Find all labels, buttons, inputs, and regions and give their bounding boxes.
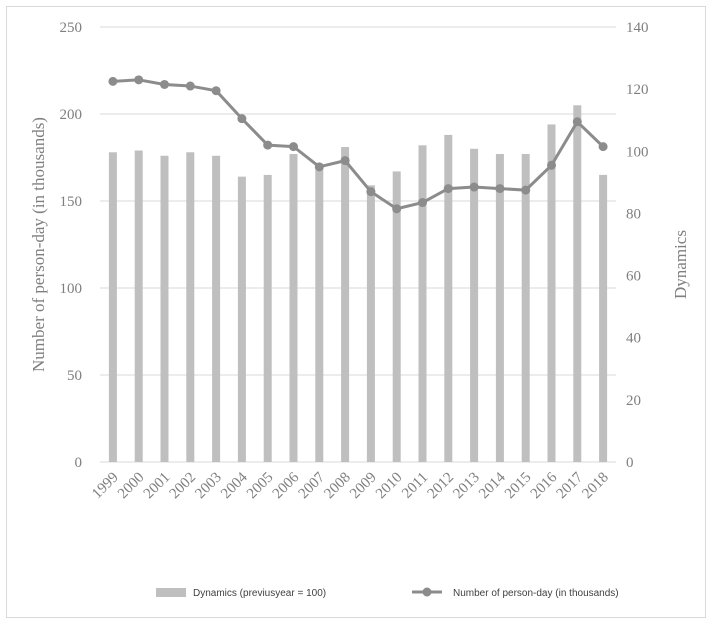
left-axis-tick-label: 200 bbox=[60, 107, 83, 123]
line-point-2004 bbox=[237, 114, 247, 124]
x-tick-label: 2006 bbox=[270, 469, 303, 502]
bar-2003 bbox=[212, 155, 221, 462]
bar-2002 bbox=[186, 152, 195, 462]
x-tick-label: 2012 bbox=[425, 470, 458, 503]
gridlines bbox=[100, 26, 616, 463]
x-tick-label: 2002 bbox=[167, 470, 200, 503]
left-axis-tick-label: 150 bbox=[60, 194, 83, 210]
x-axis-ticks: 1999200020012002200320042005200620072008… bbox=[89, 469, 612, 502]
line-point-2011 bbox=[418, 198, 427, 208]
bar-2000 bbox=[134, 150, 143, 463]
x-tick-label: 2016 bbox=[528, 469, 561, 502]
right-axis-tick-label: 0 bbox=[626, 455, 634, 471]
chart-frame bbox=[6, 6, 706, 618]
right-axis-tick-label: 140 bbox=[626, 20, 649, 36]
x-tick-label: 2010 bbox=[373, 470, 406, 503]
left-axis-ticks: 0 50 100 150 200 250 bbox=[60, 20, 83, 471]
x-tick-label: 2009 bbox=[347, 470, 380, 503]
bar-2006 bbox=[289, 154, 298, 462]
x-tick-label: 2000 bbox=[115, 470, 148, 503]
x-tick-label: 2014 bbox=[476, 469, 509, 502]
line-point-2016 bbox=[547, 160, 556, 170]
legend-bar-swatch bbox=[156, 588, 186, 597]
x-tick-label: 2013 bbox=[450, 470, 483, 503]
line-point-1999 bbox=[108, 76, 118, 86]
left-axis-title: Number of person-day (in thousands) bbox=[29, 117, 48, 372]
line-point-2010 bbox=[392, 204, 402, 214]
line-point-2006 bbox=[289, 142, 298, 152]
line-point-2007 bbox=[314, 162, 324, 172]
line-point-2013 bbox=[469, 182, 479, 192]
left-axis-tick-label: 250 bbox=[60, 20, 83, 36]
legend-line-marker bbox=[422, 587, 432, 597]
bar-2009 bbox=[366, 185, 375, 462]
right-axis-tick-label: 60 bbox=[626, 269, 641, 285]
left-axis-tick-label: 100 bbox=[60, 281, 83, 297]
right-axis-ticks: 0 20 40 60 80 100 120 140 bbox=[626, 20, 649, 471]
right-axis-tick-label: 100 bbox=[626, 144, 649, 160]
line-point-2009 bbox=[366, 187, 376, 197]
bar-2016 bbox=[547, 124, 556, 462]
line-series bbox=[108, 75, 608, 214]
line-point-2015 bbox=[521, 185, 531, 195]
x-tick-label: 2005 bbox=[244, 470, 277, 503]
right-axis-tick-label: 80 bbox=[626, 206, 641, 222]
line-point-2014 bbox=[495, 184, 505, 194]
legend: Dynamics (previusyear = 100) Number of p… bbox=[156, 587, 619, 599]
legend-bar-label: Dynamics (previusyear = 100) bbox=[193, 588, 326, 599]
x-tick-label: 2011 bbox=[399, 470, 431, 502]
bar-2008 bbox=[341, 147, 350, 462]
bar-2018 bbox=[599, 174, 608, 462]
bar-2005 bbox=[263, 174, 272, 462]
bar-2017 bbox=[573, 105, 582, 463]
bar-series bbox=[108, 105, 608, 463]
x-tick-label: 2015 bbox=[502, 470, 535, 503]
x-tick-label: 2004 bbox=[218, 469, 251, 502]
bar-2012 bbox=[444, 134, 453, 462]
bar-2001 bbox=[160, 155, 169, 462]
line-point-2002 bbox=[185, 81, 195, 91]
x-tick-label: 2018 bbox=[579, 470, 612, 503]
bar-2004 bbox=[237, 176, 246, 462]
bar-2014 bbox=[495, 154, 504, 462]
right-axis-tick-label: 120 bbox=[626, 82, 649, 98]
line-point-2001 bbox=[160, 79, 169, 89]
bar-1999 bbox=[108, 152, 117, 462]
line-point-2003 bbox=[211, 86, 221, 96]
line-point-2008 bbox=[340, 156, 350, 166]
x-tick-label: 2003 bbox=[192, 470, 225, 503]
bar-2010 bbox=[392, 171, 401, 463]
x-tick-label: 2008 bbox=[321, 470, 354, 503]
x-tick-label: 1999 bbox=[89, 470, 122, 503]
left-axis-tick-label: 50 bbox=[67, 368, 82, 384]
left-axis-tick-label: 0 bbox=[75, 455, 83, 471]
right-axis-title: Dynamics bbox=[671, 230, 690, 299]
right-axis-tick-label: 40 bbox=[626, 331, 641, 347]
bar-2007 bbox=[315, 166, 324, 462]
right-axis-tick-label: 20 bbox=[626, 393, 641, 409]
x-tick-label: 2001 bbox=[141, 470, 174, 503]
line-point-2005 bbox=[263, 140, 273, 150]
line-point-2017 bbox=[572, 117, 582, 127]
bar-2013 bbox=[470, 148, 479, 463]
legend-line-label: Number of person-day (in thousands) bbox=[453, 588, 619, 599]
bar-2011 bbox=[418, 145, 427, 462]
line-point-2012 bbox=[443, 184, 453, 194]
line-point-2000 bbox=[134, 75, 144, 85]
bar-2015 bbox=[521, 154, 530, 462]
x-tick-label: 2017 bbox=[554, 469, 587, 502]
line-point-2018 bbox=[598, 142, 608, 152]
x-tick-label: 2007 bbox=[296, 469, 329, 502]
